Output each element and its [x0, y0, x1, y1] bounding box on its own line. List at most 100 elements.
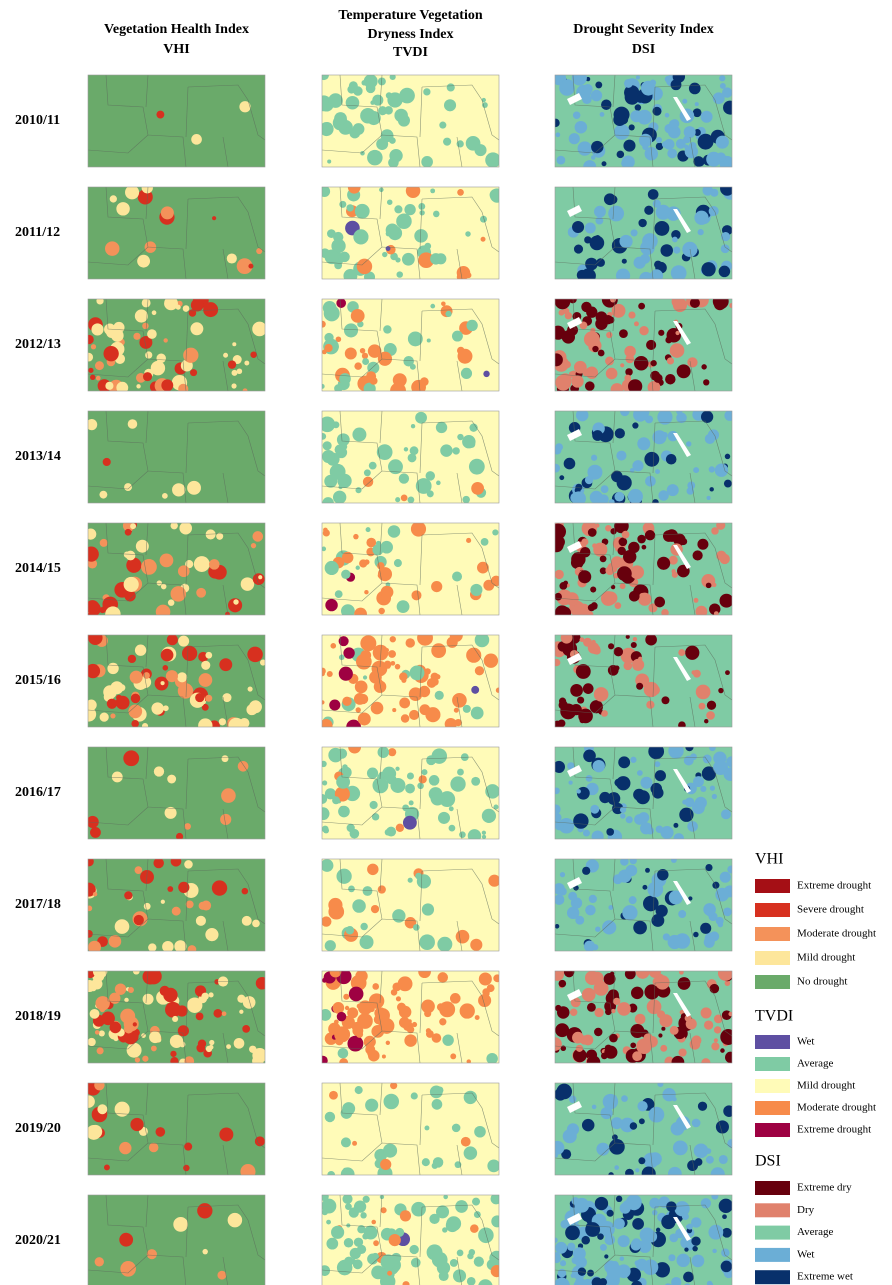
map-patch — [380, 1159, 391, 1170]
legend-swatch — [755, 1270, 790, 1284]
map-patch — [328, 93, 343, 108]
map-patch — [104, 1164, 110, 1170]
map-patch — [595, 81, 602, 88]
map-patch — [591, 90, 602, 101]
map-patch — [559, 700, 568, 709]
map-patch — [557, 156, 566, 165]
map-patch — [390, 778, 405, 793]
map-patch — [472, 1198, 480, 1206]
map-patch — [99, 607, 105, 613]
map-patch — [364, 469, 371, 476]
map-patch — [642, 1167, 656, 1181]
map-patch — [358, 694, 368, 704]
map-patch — [329, 1091, 338, 1100]
map-patch — [663, 933, 670, 940]
column-header: Dryness Index — [368, 27, 454, 42]
map-patch — [701, 262, 715, 276]
map-patch — [209, 1040, 214, 1045]
map-patch — [470, 584, 482, 596]
legend-swatch — [755, 903, 790, 917]
map-patch — [457, 273, 465, 281]
map-patch — [333, 491, 346, 504]
map-patch — [678, 977, 691, 990]
map-panel — [550, 292, 735, 396]
map-patch — [573, 813, 588, 828]
map-patch — [674, 833, 684, 843]
map-patch — [347, 1007, 358, 1018]
map-patch — [369, 1233, 374, 1238]
map-patch — [172, 483, 185, 496]
map-patch — [706, 152, 721, 167]
map-patch — [109, 993, 120, 1004]
map-patch — [485, 152, 501, 168]
map-patch — [620, 1256, 625, 1261]
map-patch — [133, 333, 140, 340]
map-patch — [398, 115, 410, 127]
map-patch — [84, 335, 93, 344]
map-patch — [161, 379, 173, 391]
row-label: 2015/16 — [15, 673, 61, 688]
figure: Vegetation Health IndexVHITemperature Ve… — [0, 0, 892, 1285]
map-patch — [719, 1155, 728, 1164]
map-patch — [355, 204, 370, 219]
map-patch — [592, 604, 597, 609]
map-patch — [372, 661, 388, 677]
map-panel — [321, 859, 501, 952]
map-patch — [148, 943, 156, 951]
map-patch — [554, 894, 564, 904]
map-patch — [565, 312, 572, 319]
map-patch — [397, 271, 403, 277]
map-patch — [656, 205, 671, 220]
map-patch — [550, 524, 566, 540]
map-patch — [598, 350, 605, 357]
map-patch — [456, 930, 470, 944]
map-patch — [96, 297, 103, 304]
map-patch — [105, 382, 113, 390]
map-patch — [399, 1006, 411, 1018]
legend-label: Average — [797, 1226, 834, 1238]
map-patch — [438, 812, 450, 824]
map-patch — [677, 1254, 690, 1267]
map-patch — [374, 1007, 386, 1019]
map-patch — [435, 253, 446, 264]
map-patch — [450, 629, 463, 642]
map-patch — [326, 122, 330, 126]
map-patch — [570, 684, 583, 697]
map-patch — [128, 655, 136, 663]
map-patch — [661, 1215, 675, 1229]
map-patch — [445, 311, 451, 317]
map-patch — [631, 229, 638, 236]
map-patch — [103, 458, 111, 466]
map-patch — [619, 329, 628, 338]
map-patch — [357, 259, 372, 274]
map-patch — [563, 1129, 577, 1143]
map-patch — [713, 293, 729, 309]
map-patch — [252, 531, 263, 542]
map-patch — [710, 984, 719, 993]
map-patch — [696, 779, 701, 784]
map-patch — [406, 184, 420, 198]
map-patch — [607, 1264, 623, 1280]
map-patch — [667, 357, 674, 364]
map-patch — [353, 534, 358, 539]
map-patch — [418, 965, 431, 978]
map-patch — [424, 243, 431, 250]
map-patch — [396, 213, 412, 229]
map-patch — [594, 1028, 602, 1036]
map-patch — [152, 310, 157, 315]
map-patch — [592, 1105, 597, 1110]
map-patch — [614, 124, 630, 140]
legend-label: Average — [797, 1058, 834, 1070]
map-patch — [619, 538, 628, 547]
map-patch — [392, 909, 405, 922]
map-patch — [626, 816, 633, 823]
map-patch — [352, 899, 366, 913]
map-patch — [567, 1243, 575, 1251]
map-patch — [623, 661, 632, 670]
legend-swatch — [755, 1181, 790, 1195]
map-patch — [82, 1095, 94, 1107]
map-patch — [604, 1254, 608, 1258]
map-patch — [84, 546, 99, 561]
legend-swatch — [755, 1203, 790, 1217]
map-patch — [346, 926, 354, 934]
